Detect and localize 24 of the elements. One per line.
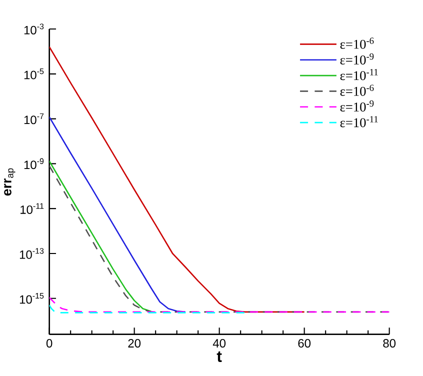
y-tick-label: 10$^{-9}$ [24, 158, 44, 169]
y-tick-label: 10$^{-15}$ [20, 292, 44, 304]
y-tick-label: 10$^{-11}$ [20, 203, 44, 214]
line-series [49, 160, 152, 312]
legend-label: ε=10$^{-11}$ [340, 116, 378, 128]
x-tick-label: 0 [46, 338, 52, 348]
legend-label: ε=10$^{-9}$ [340, 100, 374, 112]
legend-label: ε=10$^{-6}$ [340, 38, 374, 49]
legend-label: ε=10$^{-11}$ [340, 68, 378, 80]
line-series [49, 296, 390, 312]
x-tick-label: 40 [212, 338, 226, 348]
line-series [49, 116, 186, 312]
x-axis-title: t [216, 351, 222, 362]
x-tick-label: 80 [383, 338, 396, 348]
y-tick-label: 10$^{-5}$ [24, 68, 44, 80]
legend-label: ε=10$^{-9}$ [340, 53, 374, 64]
x-tick-label: 20 [128, 338, 141, 348]
line-series [49, 46, 306, 312]
y-axis-title: err$_{ap}$ [4, 168, 16, 196]
y-tick-label: 10$^{-13}$ [20, 248, 44, 259]
legend-label: ε=10$^{-6}$ [340, 84, 374, 96]
y-tick-label: 10$^{-7}$ [24, 113, 44, 124]
x-tick-label: 60 [298, 338, 311, 348]
y-tick-label: 10$^{-3}$ [24, 23, 44, 34]
